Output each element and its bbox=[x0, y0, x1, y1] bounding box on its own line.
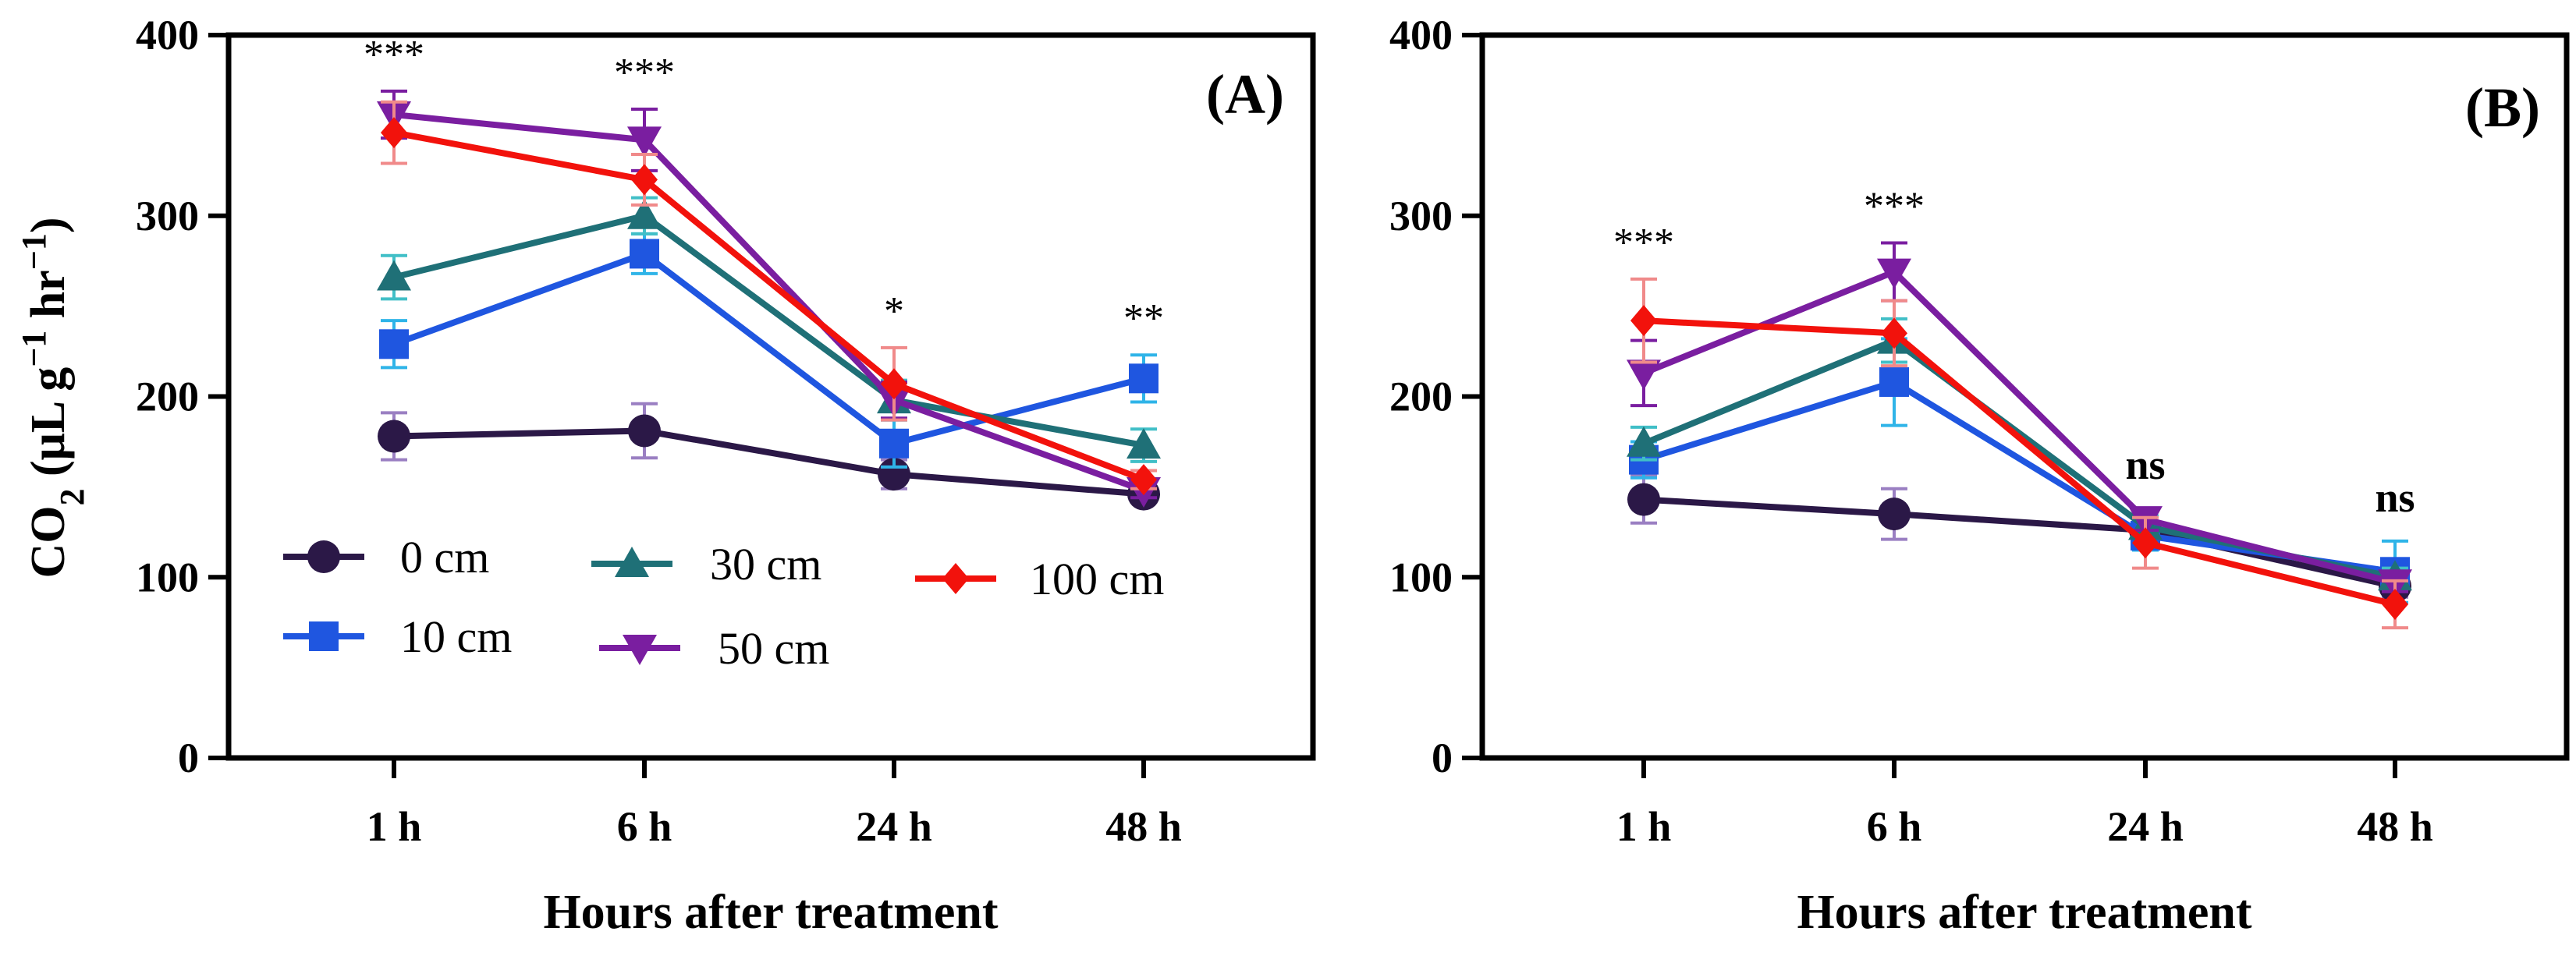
series-line-b-10-cm bbox=[1642, 378, 2396, 575]
significance-label-b: ns bbox=[2375, 474, 2415, 521]
data-point-b-50-cm bbox=[1877, 258, 1911, 289]
y-tick-label-a: 200 bbox=[136, 374, 199, 420]
data-point-b-100-cm bbox=[1881, 317, 1907, 349]
legend-label-0-cm: 0 cm bbox=[400, 532, 489, 582]
data-point-b-100-cm bbox=[1630, 305, 1657, 337]
y-tick-label-b: 200 bbox=[1389, 374, 1453, 420]
legend-label-10-cm: 10 cm bbox=[400, 611, 512, 662]
series-b-100-cm bbox=[1630, 277, 2408, 630]
series-line-a-30-cm bbox=[393, 212, 1144, 449]
legend-item-30-cm: 30 cm bbox=[591, 539, 821, 590]
x-axis-title-b: Hours after treatment bbox=[1797, 886, 2251, 939]
legend-item-10-cm: 10 cm bbox=[283, 611, 512, 662]
data-point-a-30-cm bbox=[1127, 428, 1161, 459]
data-point-a-10-cm bbox=[630, 239, 659, 269]
data-point-b-0-cm bbox=[1627, 483, 1660, 516]
legend-label-30-cm: 30 cm bbox=[710, 539, 821, 590]
x-tick-label-b: 24 h bbox=[2107, 803, 2184, 850]
data-point-a-30-cm bbox=[627, 198, 662, 229]
y-tick-label-b: 400 bbox=[1389, 12, 1453, 58]
y-tick-label-a: 300 bbox=[136, 193, 199, 239]
significance-label-a: * bbox=[884, 289, 904, 334]
x-tick-label-b: 48 h bbox=[2357, 803, 2433, 850]
series-line-b-100-cm bbox=[1643, 317, 2396, 607]
series-a-100-cm bbox=[381, 100, 1157, 496]
x-tick-label-a: 1 h bbox=[367, 803, 422, 850]
panel-label-b: (B) bbox=[2465, 76, 2540, 139]
legend-marker-100-cm bbox=[942, 563, 969, 594]
y-tick-label-a: 400 bbox=[136, 12, 199, 58]
data-point-a-100-cm bbox=[381, 117, 407, 149]
significance-label-b: *** bbox=[1864, 185, 1925, 229]
series-line-a-100-cm bbox=[393, 129, 1145, 483]
x-tick-label-b: 1 h bbox=[1616, 803, 1672, 850]
data-point-b-30-cm bbox=[1627, 426, 1661, 457]
y-tick-label-b: 0 bbox=[1432, 735, 1453, 781]
legend-item-100-cm: 100 cm bbox=[915, 554, 1164, 604]
data-point-b-100-cm bbox=[2382, 589, 2408, 621]
legend-marker-30-cm bbox=[615, 547, 649, 577]
significance-label-a: *** bbox=[364, 33, 424, 77]
legend-item-50-cm: 50 cm bbox=[599, 623, 829, 674]
data-point-a-100-cm bbox=[881, 368, 907, 400]
legend-marker-50-cm bbox=[623, 635, 657, 665]
x-tick-label-a: 6 h bbox=[617, 803, 672, 850]
data-point-a-10-cm bbox=[379, 329, 409, 359]
data-point-a-30-cm bbox=[377, 260, 411, 291]
data-point-a-0-cm bbox=[628, 414, 661, 448]
data-point-a-10-cm bbox=[879, 428, 909, 459]
data-point-a-50-cm bbox=[627, 126, 662, 158]
series-b-0-cm bbox=[1627, 474, 2411, 603]
y-tick-label-b: 100 bbox=[1389, 554, 1453, 600]
legend-label-100-cm: 100 cm bbox=[1030, 554, 1164, 604]
y-tick-label-a: 100 bbox=[136, 554, 199, 600]
data-point-b-100-cm bbox=[2132, 527, 2159, 559]
data-point-a-10-cm bbox=[1129, 363, 1158, 394]
legend-item-0-cm: 0 cm bbox=[283, 532, 489, 582]
series-b-30-cm bbox=[1627, 317, 2412, 591]
series-line-a-0-cm bbox=[393, 427, 1144, 497]
series-line-b-50-cm bbox=[1642, 268, 2396, 586]
data-point-b-10-cm bbox=[1879, 366, 1909, 397]
significance-label-b: ns bbox=[2125, 441, 2165, 488]
y-axis-title: CO2 (μL g−1 hr−1) bbox=[15, 217, 91, 578]
x-tick-label-b: 6 h bbox=[1867, 803, 1922, 850]
series-line-a-10-cm bbox=[392, 250, 1145, 447]
x-tick-label-a: 24 h bbox=[856, 803, 932, 850]
legend-label-50-cm: 50 cm bbox=[718, 623, 829, 674]
series-line-b-0-cm bbox=[1643, 496, 2396, 590]
series-b-50-cm bbox=[1627, 241, 2412, 600]
data-point-a-100-cm bbox=[631, 164, 658, 196]
data-point-b-0-cm bbox=[1878, 497, 1911, 531]
panel-b: 0 100 200 300 400 1 h 6 h 24 h 48 h Hours after t… bbox=[1389, 12, 2570, 939]
data-point-a-0-cm bbox=[378, 420, 410, 453]
series-line-a-50-cm bbox=[393, 111, 1145, 494]
legend-marker-0-cm bbox=[307, 540, 340, 573]
x-axis-title-a: Hours after treatment bbox=[543, 886, 998, 939]
significance-label-b: *** bbox=[1613, 221, 1674, 265]
y-axis-title-text: CO2 (μL g−1 hr−1) bbox=[15, 217, 91, 578]
panel-label-a: (A) bbox=[1206, 63, 1284, 126]
y-tick-label-b: 300 bbox=[1389, 193, 1453, 239]
panel-a: 0 100 200 300 400 1 h 6 h 24 h 48 h Hours after t… bbox=[136, 12, 1316, 939]
significance-label-a: ** bbox=[1123, 296, 1164, 341]
y-tick-label-a: 0 bbox=[178, 735, 199, 781]
x-tick-label-a: 48 h bbox=[1105, 803, 1182, 850]
data-point-a-100-cm bbox=[1130, 464, 1157, 496]
significance-label-a: *** bbox=[614, 51, 675, 95]
series-a-30-cm bbox=[377, 196, 1161, 463]
data-point-b-50-cm bbox=[1627, 359, 1661, 391]
legend: 0 cm 10 cm 30 cm 50 cm 100 cm bbox=[283, 532, 1164, 674]
legend-marker-10-cm bbox=[309, 621, 339, 651]
